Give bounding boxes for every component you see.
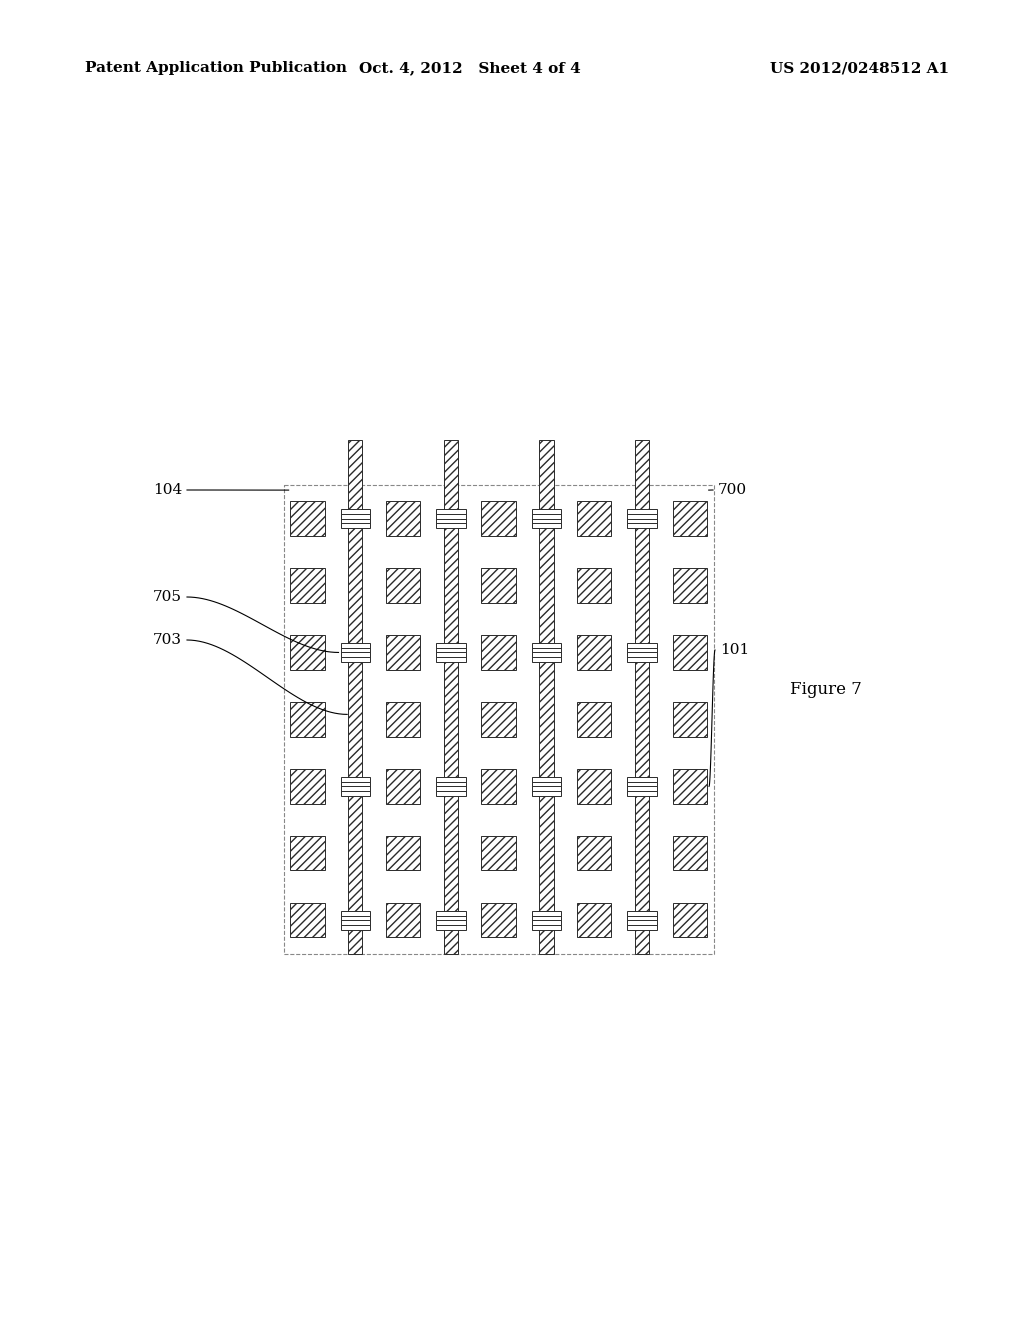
- Bar: [481, 502, 516, 536]
- Text: Oct. 4, 2012   Sheet 4 of 4: Oct. 4, 2012 Sheet 4 of 4: [359, 61, 581, 75]
- Bar: [531, 643, 561, 661]
- Bar: [578, 836, 611, 870]
- Text: 703: 703: [153, 634, 182, 647]
- Bar: [578, 635, 611, 669]
- Bar: [673, 702, 707, 737]
- Bar: [291, 502, 325, 536]
- Text: 705: 705: [153, 590, 182, 605]
- Bar: [481, 903, 516, 937]
- Bar: [673, 836, 707, 870]
- Bar: [628, 777, 656, 796]
- Bar: [481, 702, 516, 737]
- Bar: [578, 903, 611, 937]
- Bar: [386, 702, 420, 737]
- Bar: [386, 635, 420, 669]
- Bar: [673, 770, 707, 804]
- Bar: [628, 911, 656, 929]
- Bar: [578, 770, 611, 804]
- Bar: [531, 911, 561, 929]
- Bar: [673, 569, 707, 603]
- Bar: [386, 836, 420, 870]
- Bar: [628, 643, 656, 661]
- Bar: [291, 569, 325, 603]
- Bar: [481, 770, 516, 804]
- Bar: [436, 911, 466, 929]
- Bar: [341, 510, 370, 528]
- Bar: [291, 903, 325, 937]
- Text: 104: 104: [153, 483, 182, 498]
- Bar: [531, 510, 561, 528]
- Bar: [291, 702, 325, 737]
- Bar: [481, 635, 516, 669]
- Bar: [341, 643, 370, 661]
- Bar: [386, 502, 420, 536]
- Bar: [481, 569, 516, 603]
- Bar: [284, 486, 714, 953]
- Text: Patent Application Publication: Patent Application Publication: [85, 61, 347, 75]
- Text: US 2012/0248512 A1: US 2012/0248512 A1: [770, 61, 949, 75]
- Bar: [386, 903, 420, 937]
- Bar: [341, 777, 370, 796]
- Bar: [540, 440, 554, 953]
- Bar: [291, 836, 325, 870]
- Bar: [436, 510, 466, 528]
- Text: 700: 700: [718, 483, 748, 498]
- Bar: [628, 510, 656, 528]
- Bar: [348, 440, 362, 953]
- Bar: [291, 770, 325, 804]
- Bar: [578, 702, 611, 737]
- Bar: [673, 502, 707, 536]
- Bar: [436, 777, 466, 796]
- Bar: [436, 643, 466, 661]
- Bar: [481, 836, 516, 870]
- Bar: [291, 635, 325, 669]
- Bar: [386, 770, 420, 804]
- Bar: [531, 777, 561, 796]
- Text: 101: 101: [720, 643, 750, 657]
- Bar: [341, 911, 370, 929]
- Bar: [578, 569, 611, 603]
- Bar: [673, 903, 707, 937]
- Bar: [578, 502, 611, 536]
- Bar: [443, 440, 458, 953]
- Text: Figure 7: Figure 7: [790, 681, 862, 698]
- Bar: [635, 440, 649, 953]
- Bar: [673, 635, 707, 669]
- Bar: [386, 569, 420, 603]
